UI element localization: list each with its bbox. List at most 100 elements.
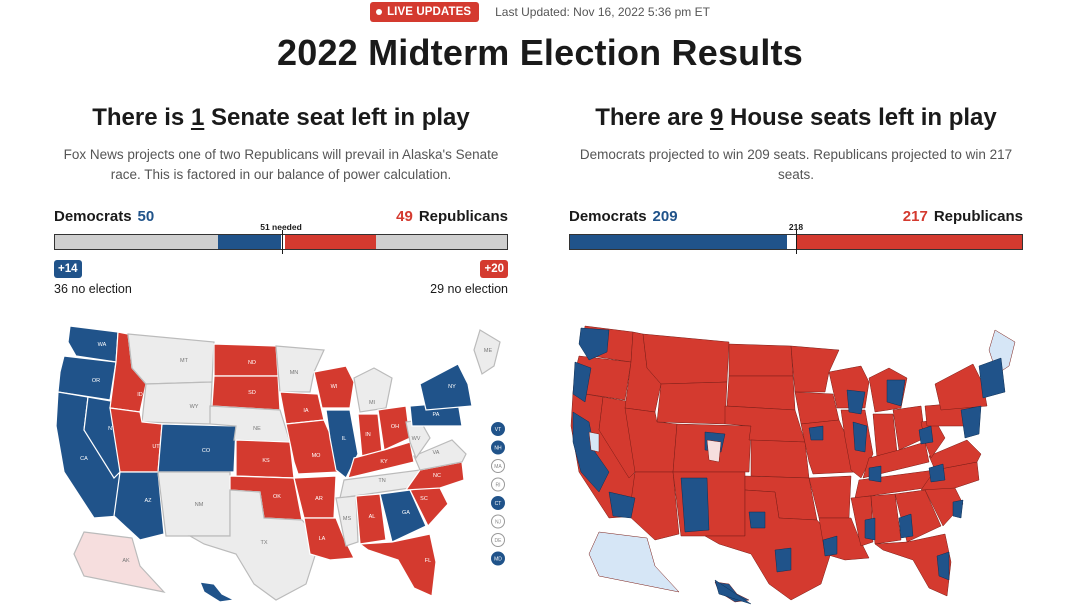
house-dem-district-cluster-23[interactable] [918,425,934,445]
house-state-fl[interactable] [874,533,952,597]
live-dot-icon [376,9,383,15]
senate-state-fl[interactable] [358,533,437,597]
house-state-mn[interactable] [790,345,840,393]
house-dem-district-cluster-9[interactable] [886,379,906,407]
house-dem-district-cluster-10[interactable] [978,357,1006,399]
house-state-wy[interactable] [656,381,728,425]
senate-state-label-nd: ND [248,360,256,366]
house-dem-district-cluster-17[interactable] [822,535,838,557]
senate-state-wi[interactable] [313,365,355,409]
house-needed-label: 218 [788,222,804,232]
senate-rep-total: 49 Republicans [396,208,508,225]
senate-state-ny[interactable] [419,363,473,411]
house-dem-district-cluster-8[interactable] [852,421,868,453]
house-dem-district-cluster-13[interactable] [868,465,882,483]
house-map[interactable] [569,322,1029,606]
house-dem-district-cluster-7[interactable] [846,389,866,415]
senate-state-mn[interactable] [275,345,325,393]
senate-state-label-la: LA [319,536,326,542]
senate-marker-md[interactable] [491,551,505,566]
senate-state-sd[interactable] [211,375,281,411]
house-dem-district-cluster-2[interactable] [572,361,592,403]
house-majority-line [796,230,797,254]
senate-marker-de[interactable] [491,533,505,547]
house-dem-district-cluster-15[interactable] [936,551,950,581]
senate-state-hi[interactable] [199,581,236,603]
house-pending-district-2[interactable] [588,431,600,453]
senate-state-la[interactable] [303,517,355,561]
house-dem-district-cluster-1[interactable] [578,327,610,361]
house-dem-district-cluster-11[interactable] [960,405,982,439]
senate-state-label-ga: GA [402,510,410,516]
senate-marker-nj[interactable] [491,514,505,529]
senate-state-wy[interactable] [141,381,213,425]
senate-marker-vt[interactable] [491,422,505,436]
senate-state-wa[interactable] [67,325,119,363]
senate-map[interactable]: WA OR CA NV ID MT WY UT AZ CO NM ND SD NE KS OK TX MN IA MO… [54,322,514,606]
house-state-mt[interactable] [642,333,730,385]
live-updates-badge[interactable]: LIVE UPDATES [370,2,480,22]
senate-marker-label-nh: NH [494,446,502,452]
senate-state-co[interactable] [157,423,237,473]
senate-state-ne[interactable] [209,405,291,443]
house-state-ks[interactable] [750,439,810,479]
house-dem-district-cluster-4[interactable] [608,491,636,519]
senate-state-label-sd: SD [248,390,256,396]
senate-state-ky[interactable] [347,441,415,479]
senate-marker-ct[interactable] [491,496,505,510]
house-dem-district-cluster-16[interactable] [864,517,876,541]
senate-state-al[interactable] [355,493,387,545]
senate-state-mi[interactable] [353,367,393,413]
senate-marker-label-ri: RI [496,483,501,489]
senate-description: Fox News projects one of two Republicans… [63,147,499,182]
senate-dem-count: 50 [137,208,155,225]
house-state-sd[interactable] [726,375,796,411]
house-state-al[interactable] [870,493,902,545]
senate-state-ga[interactable] [379,489,427,543]
senate-bar-rep-won [285,235,376,249]
senate-state-label-fl: FL [425,558,431,564]
senate-marker-nh[interactable] [491,440,505,455]
house-rep-count: 217 [902,208,928,225]
senate-state-nd[interactable] [213,343,279,377]
senate-state-va[interactable] [413,439,467,471]
house-dem-district-cluster-5[interactable] [680,477,710,533]
house-dem-district-cluster-14[interactable] [898,513,914,539]
house-dem-district-cluster-18[interactable] [774,547,792,573]
senate-balance-bar[interactable] [54,234,508,250]
senate-state-il[interactable] [325,409,359,479]
house-dem-district-cluster-3[interactable] [572,411,610,493]
house-state-ak[interactable] [588,531,680,593]
senate-state-ak[interactable] [73,531,166,593]
house-dem-district-cluster-19[interactable] [748,511,766,529]
house-state-az[interactable] [628,471,680,541]
house-pending-district-1[interactable] [706,439,722,463]
senate-state-az[interactable] [113,471,165,541]
house-title-suffix: House seats left in play [723,104,997,131]
senate-bar-dem-won [218,235,281,249]
house-state-ne[interactable] [724,405,806,443]
house-dem-district-cluster-22[interactable] [952,499,964,519]
house-rep-total: 217 Republicans [903,208,1023,225]
senate-state-mt[interactable] [127,333,215,385]
house-state-tx[interactable] [704,489,836,601]
house-state-ia[interactable] [794,391,840,425]
house-dem-district-cluster-12[interactable] [928,463,946,483]
senate-state-ms[interactable] [335,495,359,547]
senate-state-label-ny: NY [448,384,456,390]
senate-title-prefix: There is [92,104,191,131]
senate-title: There is 1 Senate seat left in play [54,104,508,132]
senate-state-tx[interactable] [187,489,321,601]
senate-marker-ri[interactable] [491,477,505,492]
senate-state-me[interactable] [473,329,501,375]
house-description: Democrats projected to win 209 seats. Re… [579,147,1013,182]
house-state-ny[interactable] [934,363,988,411]
senate-state-label-tn: TN [378,478,385,484]
house-state-nd[interactable] [728,343,794,377]
page-title: 2022 Midterm Election Results [277,32,803,73]
senate-marker-ma[interactable] [491,459,505,473]
senate-needed-label: 51 needed [260,222,302,232]
house-dem-district-cluster-21[interactable] [714,579,752,605]
house-dem-district-cluster-20[interactable] [808,425,824,441]
senate-state-ia[interactable] [279,391,325,425]
